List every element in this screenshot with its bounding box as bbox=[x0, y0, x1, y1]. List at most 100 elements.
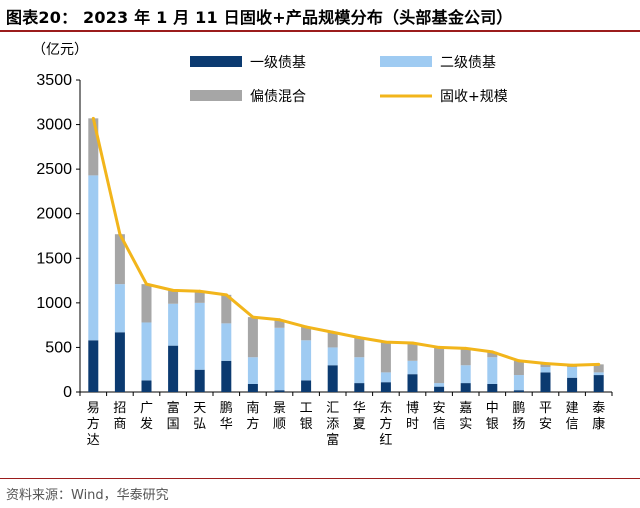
y-tick-label: 500 bbox=[45, 339, 72, 356]
bar-segment-1 bbox=[354, 383, 365, 392]
y-unit-label: （亿元） bbox=[32, 42, 88, 58]
category-label: 广发 bbox=[140, 401, 153, 432]
category-char: 鹏 bbox=[220, 401, 233, 416]
category-char: 方 bbox=[87, 416, 100, 432]
bars bbox=[88, 118, 604, 392]
category-char: 招 bbox=[113, 401, 126, 416]
source-rule bbox=[0, 478, 640, 479]
category-char: 实 bbox=[459, 417, 472, 432]
category-char: 夏 bbox=[353, 417, 366, 432]
bar-segment-1 bbox=[593, 375, 604, 392]
bar-segment-2 bbox=[168, 303, 179, 346]
total-scale-point bbox=[464, 346, 468, 350]
category-char: 汇 bbox=[326, 401, 339, 416]
bar-segment-3 bbox=[247, 317, 258, 358]
category-char: 添 bbox=[326, 417, 339, 432]
bar-segment-3 bbox=[141, 284, 152, 323]
bar-segment-1 bbox=[221, 360, 232, 392]
category-label: 南方 bbox=[246, 400, 259, 432]
category-char: 国 bbox=[167, 417, 180, 432]
bar-segment-3 bbox=[88, 118, 99, 176]
bar-segment-3 bbox=[274, 319, 285, 328]
bar-segment-3 bbox=[513, 360, 524, 376]
legend-label-3: 偏债混合 bbox=[250, 89, 306, 105]
bar-segment-2 bbox=[114, 284, 125, 333]
total-scale-point bbox=[91, 116, 95, 120]
total-scale-point bbox=[224, 293, 228, 297]
bar-segment-1 bbox=[301, 380, 312, 392]
category-label: 工银 bbox=[300, 401, 313, 432]
y-tick-label: 0 bbox=[63, 384, 72, 401]
category-label: 华夏 bbox=[353, 401, 366, 432]
bar-segment-1 bbox=[274, 390, 285, 392]
category-char: 时 bbox=[406, 417, 419, 432]
bar-segment-3 bbox=[168, 290, 179, 304]
category-label: 泰康 bbox=[592, 401, 605, 432]
bar-segment-1 bbox=[247, 383, 258, 392]
total-scale-point bbox=[411, 341, 414, 345]
category-char: 工 bbox=[300, 401, 313, 416]
bar-segment-1 bbox=[194, 369, 205, 392]
category-char: 广 bbox=[140, 401, 153, 416]
total-scale-point bbox=[437, 345, 441, 349]
category-char: 信 bbox=[566, 417, 579, 432]
source-note: 资料来源：Wind，华泰研究 bbox=[6, 488, 169, 503]
bar-segment-2 bbox=[434, 383, 445, 387]
category-char: 发 bbox=[140, 416, 153, 432]
category-label: 富国 bbox=[167, 400, 180, 432]
category-char: 安 bbox=[433, 401, 446, 416]
bar-segment-2 bbox=[194, 302, 205, 370]
bar-segment-3 bbox=[380, 342, 391, 373]
bar-segment-2 bbox=[460, 365, 471, 384]
bar-segment-2 bbox=[487, 357, 498, 384]
category-label: 安信 bbox=[433, 401, 446, 432]
y-tick-label: 3000 bbox=[36, 117, 72, 134]
category-char: 信 bbox=[433, 417, 446, 432]
bar-segment-2 bbox=[593, 372, 604, 376]
legend-label-2: 二级债基 bbox=[440, 54, 496, 71]
total-scale-point bbox=[517, 359, 521, 363]
bar-segment-1 bbox=[168, 345, 179, 392]
category-char: 康 bbox=[592, 416, 605, 432]
category-char: 方 bbox=[246, 416, 259, 432]
category-char: 顺 bbox=[273, 417, 286, 432]
category-label: 东方红 bbox=[379, 401, 392, 448]
total-line bbox=[91, 116, 601, 367]
legend-swatch-1 bbox=[190, 56, 242, 67]
category-char: 建 bbox=[566, 401, 579, 416]
category-char: 富 bbox=[326, 432, 339, 448]
bar-segment-3 bbox=[114, 234, 125, 285]
bar-segment-3 bbox=[460, 348, 471, 366]
total-scale-point bbox=[331, 330, 335, 334]
bar-segment-2 bbox=[274, 327, 285, 391]
category-label: 建信 bbox=[566, 401, 579, 432]
y-tick-label: 1500 bbox=[36, 250, 72, 267]
bar-segment-3 bbox=[593, 364, 604, 373]
category-label: 鹏华 bbox=[220, 401, 233, 432]
bar-segment-1 bbox=[513, 390, 524, 392]
bar-segment-1 bbox=[407, 374, 418, 392]
bar-segment-2 bbox=[354, 357, 365, 384]
total-scale-point bbox=[384, 340, 388, 344]
total-scale-point bbox=[118, 232, 122, 236]
category-char: 易 bbox=[87, 401, 100, 416]
category-char: 博 bbox=[406, 401, 419, 416]
bar-segment-1 bbox=[567, 377, 578, 392]
category-labels: 易方达招商广发富国天弘鹏华南方景顺工银汇添富华夏东方红博时安信嘉实中银鹏扬平安建… bbox=[87, 400, 605, 448]
total-scale-point bbox=[357, 336, 361, 340]
category-char: 方 bbox=[379, 416, 392, 432]
category-char: 弘 bbox=[193, 417, 206, 432]
bar-segment-3 bbox=[540, 363, 551, 368]
bar-segment-2 bbox=[88, 175, 99, 341]
category-char: 银 bbox=[486, 417, 499, 432]
bar-segment-1 bbox=[380, 382, 391, 392]
bar-segment-1 bbox=[434, 386, 445, 392]
total-scale-point bbox=[171, 288, 175, 292]
total-scale-point bbox=[597, 362, 601, 366]
category-char: 嘉 bbox=[459, 401, 472, 416]
category-char: 达 bbox=[87, 433, 100, 448]
legend-label-1: 一级债基 bbox=[250, 54, 306, 71]
bar-segment-3 bbox=[301, 326, 312, 341]
bar-segment-3 bbox=[194, 291, 205, 303]
